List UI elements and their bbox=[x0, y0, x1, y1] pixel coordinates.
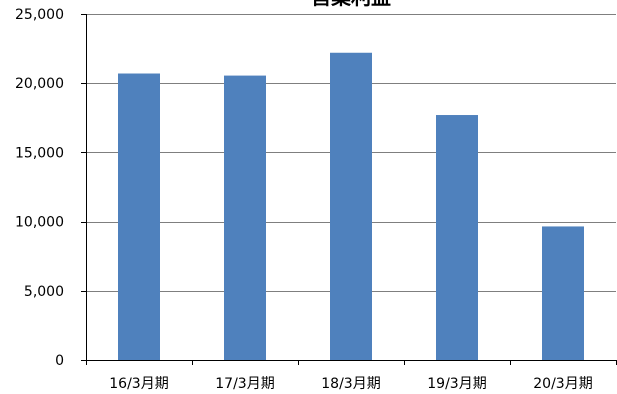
x-tick-label: 18/3月期 bbox=[321, 376, 380, 392]
y-tick-label: 10,000 bbox=[15, 215, 64, 231]
bar bbox=[224, 75, 266, 360]
x-tick-label: 19/3月期 bbox=[427, 376, 486, 392]
y-tick-label: 20,000 bbox=[15, 76, 64, 92]
bar bbox=[542, 226, 584, 360]
bars bbox=[118, 52, 584, 361]
bar bbox=[118, 73, 160, 361]
axes bbox=[81, 14, 617, 365]
x-tick-label: 16/3月期 bbox=[109, 376, 168, 392]
x-tick-labels: 16/3月期 17/3月期 18/3月期 19/3月期 20/3月期 bbox=[109, 376, 592, 392]
bar bbox=[330, 52, 372, 360]
y-tick-label: 25,000 bbox=[15, 7, 64, 23]
y-tick-label: 0 bbox=[55, 353, 64, 369]
bar bbox=[436, 115, 478, 360]
y-tick-labels: 0 5,000 10,000 15,000 20,000 25,000 bbox=[15, 7, 64, 369]
y-tick-label: 5,000 bbox=[24, 284, 64, 300]
chart-title: 営業利益 bbox=[311, 0, 391, 9]
y-tick-label: 15,000 bbox=[15, 145, 64, 161]
x-tick-label: 20/3月期 bbox=[533, 376, 592, 392]
x-tick-label: 17/3月期 bbox=[215, 376, 274, 392]
